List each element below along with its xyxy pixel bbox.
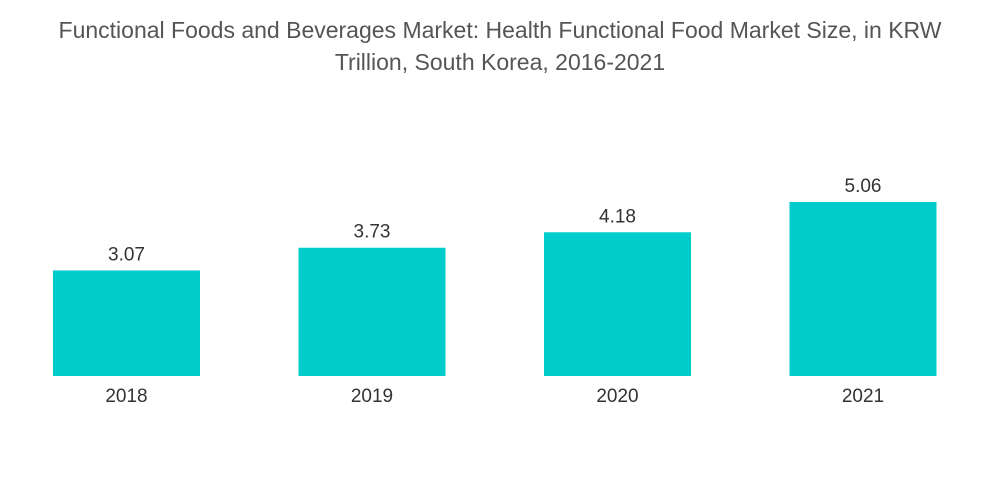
bar-2020: [544, 232, 691, 376]
x-tick-label-2020: 2020: [596, 386, 638, 407]
x-tick-label-2018: 2018: [105, 386, 147, 407]
bar-2018: [53, 270, 200, 376]
data-label-2020: 4.18: [599, 206, 636, 227]
bar-2019: [298, 247, 446, 376]
data-label-2018: 3.07: [108, 244, 145, 265]
data-label-2021: 5.06: [845, 176, 882, 197]
chart-title: Functional Foods and Beverages Market: H…: [58, 17, 942, 75]
data-label-2019: 3.73: [354, 222, 391, 243]
x-tick-label-2019: 2019: [351, 386, 393, 407]
bar-2021: [789, 202, 937, 376]
x-tick-label-2021: 2021: [842, 386, 884, 407]
